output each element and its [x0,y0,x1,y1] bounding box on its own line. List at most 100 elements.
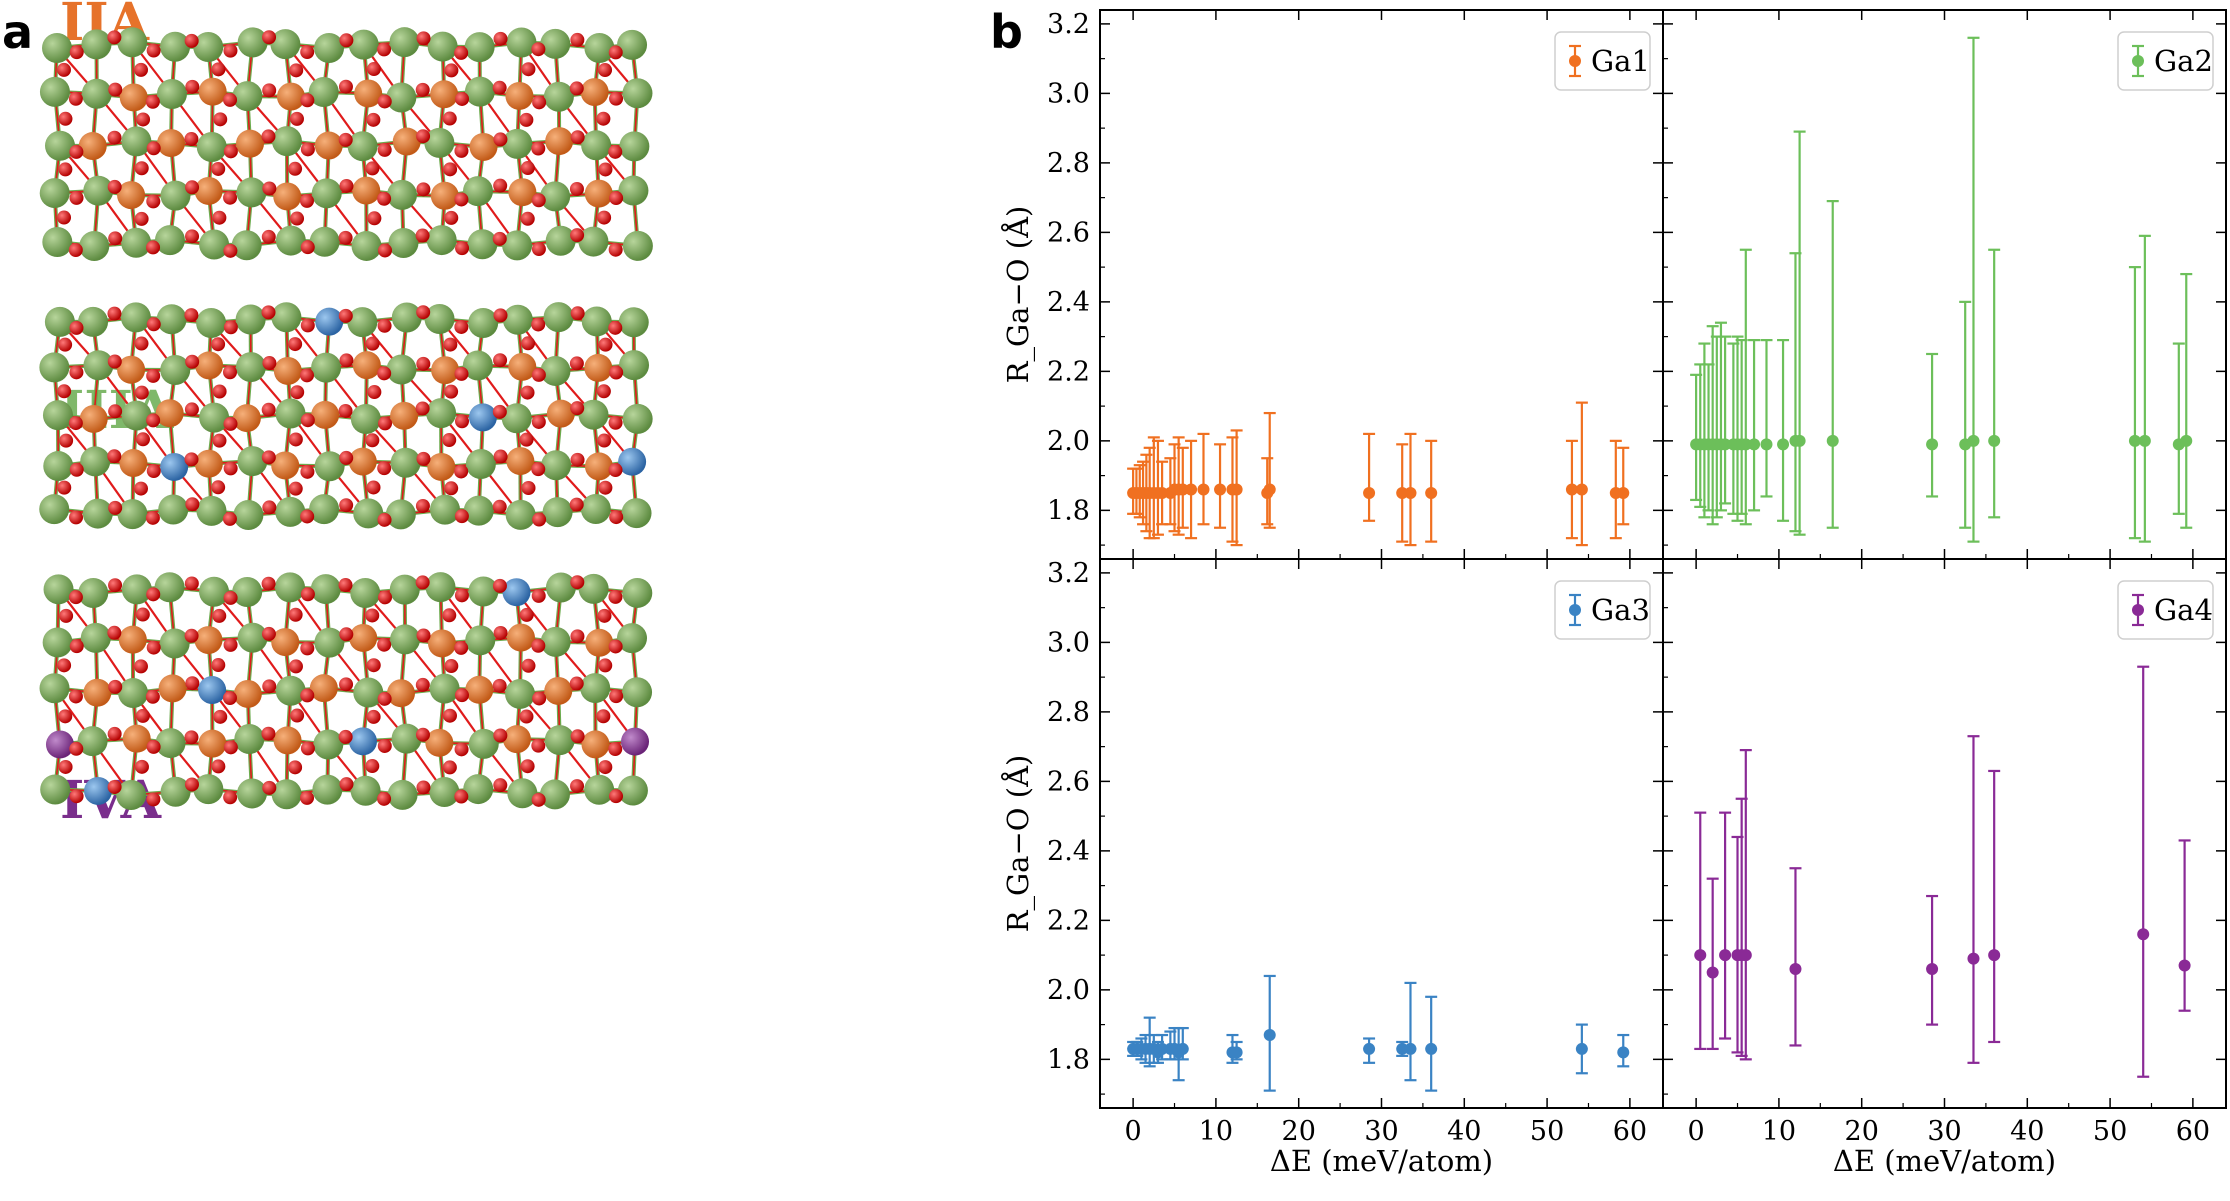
green-atom [580,673,610,703]
oxygen-atom [58,112,72,126]
marker [1617,487,1629,499]
oxygen-atom [598,760,612,774]
marker [1617,1046,1629,1058]
data-point [1967,736,1979,1063]
oxygen-atom [520,608,534,622]
oxygen-atom [532,589,546,603]
oxygen-atom [455,92,469,106]
oxygen-atom [339,179,353,193]
oxygen-atom [366,337,380,351]
data-point [1988,771,2000,1042]
marker [1576,484,1588,496]
oxygen-atom [57,63,71,77]
data-point [2179,840,2191,1010]
green-atom [582,306,612,336]
oxygen-atom [301,413,315,427]
marker [1363,1043,1375,1055]
y-tick-label: 1.8 [1047,1044,1090,1075]
orange-atom [119,449,147,477]
oxygen-atom [223,365,237,379]
green-atom [42,227,72,257]
oxygen-atom [147,141,161,155]
oxygen-atom [378,143,392,157]
oxygen-atom [521,212,535,226]
green-atom [43,627,73,657]
oxygen-atom [135,161,149,175]
oxygen-atom [339,80,353,94]
oxygen-atom [493,728,507,742]
oxygen-atom [444,63,458,77]
green-atom [351,404,381,434]
marker [1988,435,2000,447]
oxygen-atom [288,337,302,351]
green-atom [622,578,652,608]
marker [1926,438,1938,450]
legend: Ga2 [2118,32,2213,90]
legend-marker [1569,604,1581,616]
oxygen-atom [300,45,314,59]
orange-atom [507,624,535,652]
green-atom [313,729,343,759]
oxygen-atom [289,63,303,77]
green-atom [314,33,344,63]
oxygen-atom [69,742,83,756]
orange-atom [581,730,609,758]
green-atom [390,624,420,654]
green-atom [349,30,379,60]
oxygen-atom [339,451,353,465]
oxygen-atom [339,498,353,512]
oxygen-atom [69,145,83,159]
green-atom [118,499,148,529]
oxygen-atom [262,500,276,514]
green-atom [309,494,339,524]
oxygen-atom [532,513,546,527]
green-atom [199,577,229,607]
marker [1264,484,1276,496]
oxygen-atom [185,355,199,369]
green-atom [581,494,611,524]
data-point [1959,302,1971,528]
oxygen-atom [146,194,160,208]
oxygen-atom [365,433,379,447]
oxygen-atom [223,790,237,804]
oxygen-atom [521,336,535,350]
orange-atom [581,78,609,106]
oxygen-atom [300,368,314,382]
blue-atom [503,578,531,606]
oxygen-atom [609,639,623,653]
oxygen-atom [377,461,391,475]
green-atom [543,497,573,527]
green-atom [347,307,377,337]
oxygen-atom [454,144,468,158]
green-atom [584,775,614,805]
green-atom [237,446,267,476]
oxygen-atom [147,317,161,331]
orange-atom [349,624,377,652]
marker [2139,435,2151,447]
oxygen-atom [417,628,431,642]
oxygen-atom [443,760,457,774]
oxygen-atom [136,608,150,622]
green-atom [82,79,112,109]
oxygen-atom [531,639,545,653]
green-atom [236,305,266,335]
oxygen-atom [378,416,392,430]
x-tick-label: 10 [1199,1116,1233,1147]
oxygen-atom [454,320,468,334]
oxygen-atom [290,709,304,723]
marker [1707,966,1719,978]
green-atom [83,499,113,529]
oxygen-atom [288,162,302,176]
data-point [1404,983,1416,1080]
oxygen-atom [108,501,122,515]
marker [1214,484,1226,496]
green-atom [464,496,494,526]
green-atom [39,494,69,524]
orange-atom [585,180,613,208]
green-atom [541,627,571,657]
oxygen-atom [262,30,276,44]
oxygen-atom [608,145,622,159]
oxygen-atom [608,742,622,756]
purple-atom [46,730,74,758]
green-atom [505,679,535,709]
